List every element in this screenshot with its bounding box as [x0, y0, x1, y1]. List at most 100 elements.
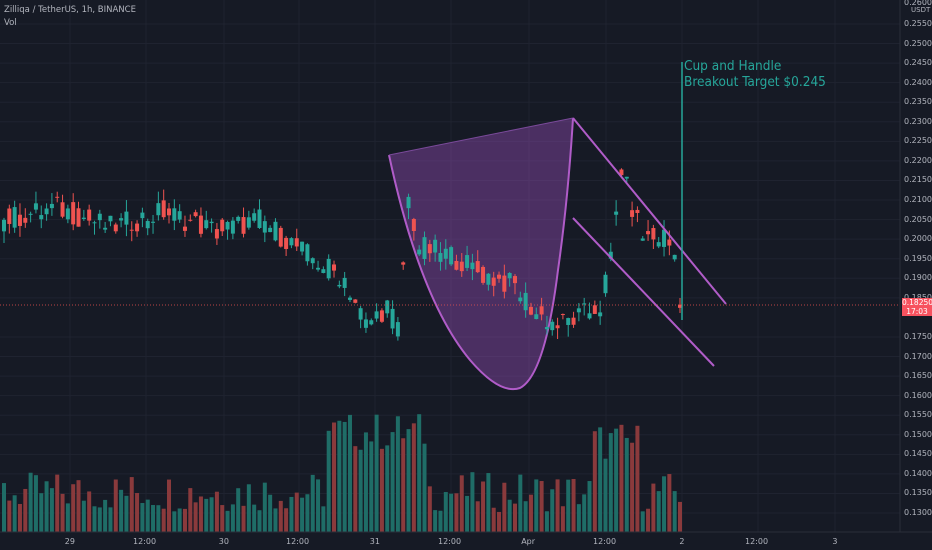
candle-body — [12, 207, 17, 228]
volume-bar — [624, 437, 629, 532]
volume-bar — [427, 486, 432, 532]
volume-bar — [278, 500, 283, 532]
candle-body — [71, 202, 76, 225]
candle-body — [262, 221, 267, 233]
time-tick-label: 29 — [64, 537, 75, 546]
candle-body — [252, 213, 257, 221]
volume-bar — [87, 491, 92, 532]
volume-bar — [124, 495, 129, 532]
volume-bar — [236, 488, 241, 532]
candle-body — [640, 238, 645, 241]
candle-body — [497, 274, 502, 279]
candle-body — [33, 203, 38, 210]
candle-body — [257, 209, 262, 228]
time-tick-label: 12:00 — [438, 537, 462, 546]
candle-body — [273, 221, 278, 241]
volume-bar — [12, 495, 17, 532]
time-tick-label: 12:00 — [745, 537, 769, 546]
cup-pattern — [388, 117, 574, 391]
volume-bar — [390, 432, 395, 532]
annotation-line-2: Breakout Target $0.245 — [684, 74, 826, 90]
channel-lower — [572, 217, 715, 367]
candle-body — [321, 269, 326, 273]
candle-body — [55, 196, 60, 198]
price-tick-label: 0.13000 — [904, 508, 932, 517]
volume-bar — [449, 493, 454, 532]
volume-bar — [619, 424, 624, 532]
candle-body — [486, 273, 491, 285]
candle-countdown: 17:03 — [906, 307, 928, 316]
volume-bar — [528, 494, 533, 532]
volume-bar — [353, 446, 358, 532]
candle-body — [433, 239, 438, 253]
volume-bar — [507, 499, 512, 532]
volume-bar — [289, 496, 294, 532]
price-axis-top-label: 0.26000 — [904, 0, 932, 7]
candle-body — [544, 327, 549, 330]
volume-bar — [326, 430, 331, 532]
candle-body — [284, 237, 289, 249]
candle-body — [209, 221, 214, 224]
volume-bar — [363, 432, 368, 532]
volume-bar — [204, 498, 209, 532]
time-tick-label: 12:00 — [133, 537, 157, 546]
volume-bar — [385, 445, 390, 532]
volume-bars — [2, 414, 682, 532]
candle-body — [678, 304, 682, 308]
volume-bar — [347, 414, 352, 532]
candle-body — [316, 267, 321, 270]
volume-bar — [177, 508, 182, 532]
candle-body — [523, 292, 528, 311]
candle-body — [422, 237, 427, 259]
volume-bar — [7, 500, 12, 532]
volume-bar — [225, 510, 230, 532]
volume-bar — [193, 502, 198, 532]
pattern-annotation: Cup and Handle Breakout Target $0.245 — [684, 58, 826, 90]
candle-body — [555, 325, 560, 329]
volume-bar — [646, 508, 651, 532]
volume-bar — [151, 505, 156, 532]
candle-body — [630, 210, 635, 217]
time-tick-label: 31 — [369, 537, 380, 546]
volume-bar — [273, 508, 278, 532]
candle-body — [358, 308, 363, 320]
channel-upper — [572, 117, 727, 305]
candle-body — [119, 218, 124, 221]
volume-bar — [2, 483, 6, 532]
volume-bar — [374, 414, 379, 532]
candle-body — [667, 239, 672, 246]
candle-body — [347, 297, 352, 300]
volume-bar — [582, 494, 587, 532]
candle-body — [7, 208, 12, 224]
candle-body — [587, 313, 592, 319]
candle-body — [310, 258, 315, 264]
volume-bar — [598, 427, 603, 532]
volume-bar — [539, 481, 544, 532]
volume-bar — [566, 479, 571, 532]
volume-bar — [182, 508, 187, 532]
volume-bar — [81, 500, 86, 532]
volume-bar — [481, 481, 486, 532]
volume-bar — [332, 422, 337, 532]
candle-body — [278, 227, 283, 247]
candle-body — [188, 219, 193, 221]
volume-bar — [576, 504, 581, 532]
volume-bar — [443, 492, 448, 532]
cup-fill — [389, 118, 573, 390]
candle-body — [528, 306, 533, 315]
candle-body — [289, 238, 294, 246]
volume-bar — [497, 511, 502, 532]
